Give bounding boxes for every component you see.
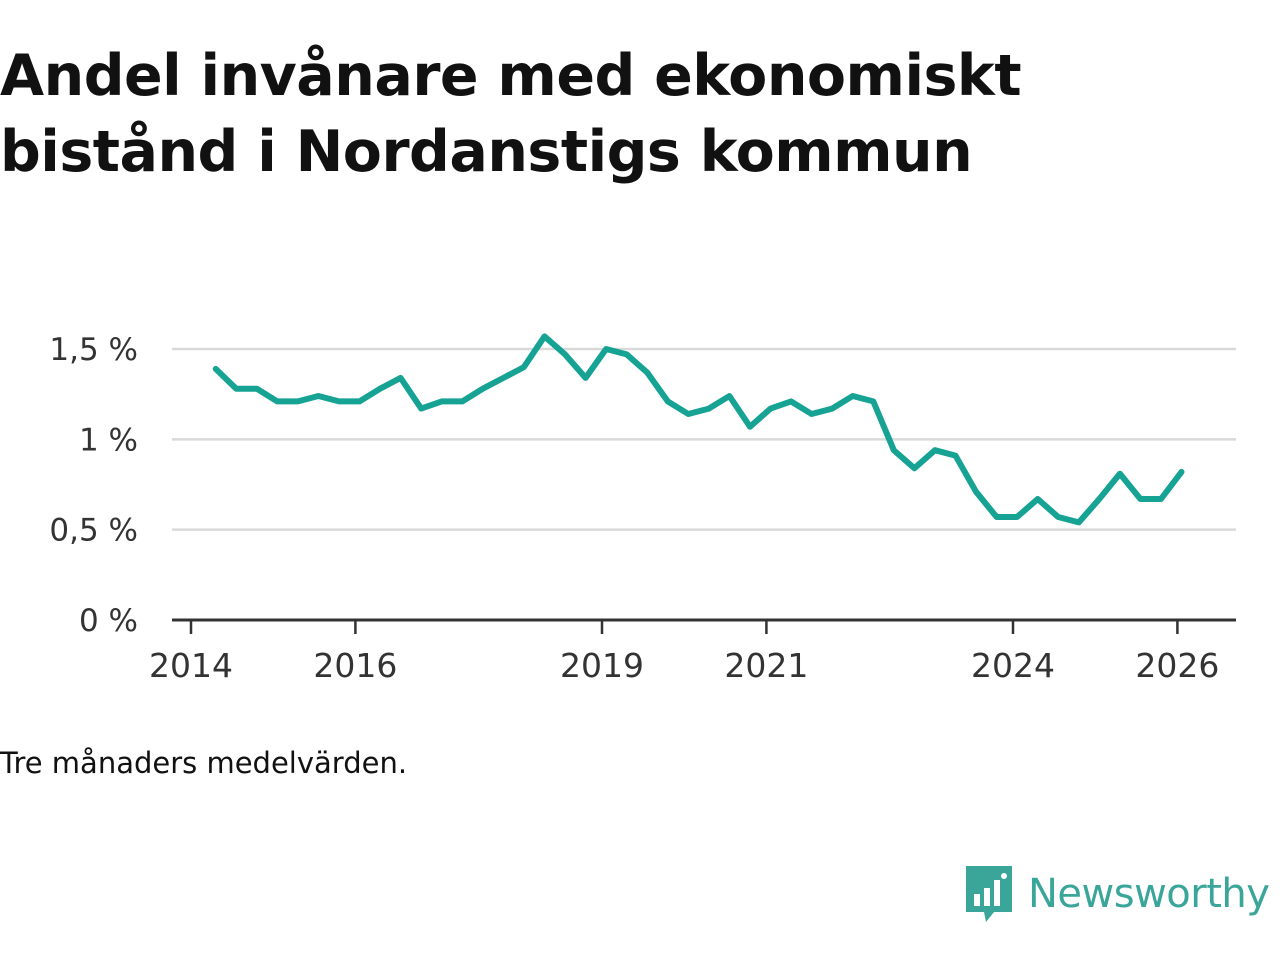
x-tick-label: 2014 xyxy=(149,646,233,685)
x-tick-label: 2026 xyxy=(1135,646,1219,685)
y-tick-label: 0 % xyxy=(79,603,138,639)
brand-name[interactable]: Newsworthy xyxy=(1028,871,1270,917)
x-tick-label: 2016 xyxy=(313,646,397,685)
series-line xyxy=(212,333,1185,526)
x-axis: 2014 2016 2019 2021 2024 2026 xyxy=(149,618,1236,685)
chart-footnote: Tre månaders medelvärden. xyxy=(0,746,408,780)
brand-logo[interactable]: Newsworthy xyxy=(964,864,1270,924)
y-tick-label: 1 % xyxy=(79,422,138,458)
y-tick-label: 0,5 % xyxy=(49,513,138,549)
y-gridlines xyxy=(172,347,1236,531)
x-tick-label: 2021 xyxy=(724,646,808,685)
data-series xyxy=(212,333,1185,526)
chart-title: Andel invånare med ekonomiskt bistånd i … xyxy=(0,43,1022,185)
newsworthy-logo-icon xyxy=(966,866,1012,922)
y-tick-label: 1,5 % xyxy=(49,332,138,368)
line-chart: 0 % 0,5 % 1 % 1,5 % 2014 2016 2019 2021 2024 202… xyxy=(49,332,1236,685)
x-tick-label: 2019 xyxy=(560,646,644,685)
x-tick-label: 2024 xyxy=(971,646,1055,685)
y-axis-labels: 0 % 0,5 % 1 % 1,5 % xyxy=(49,332,138,639)
